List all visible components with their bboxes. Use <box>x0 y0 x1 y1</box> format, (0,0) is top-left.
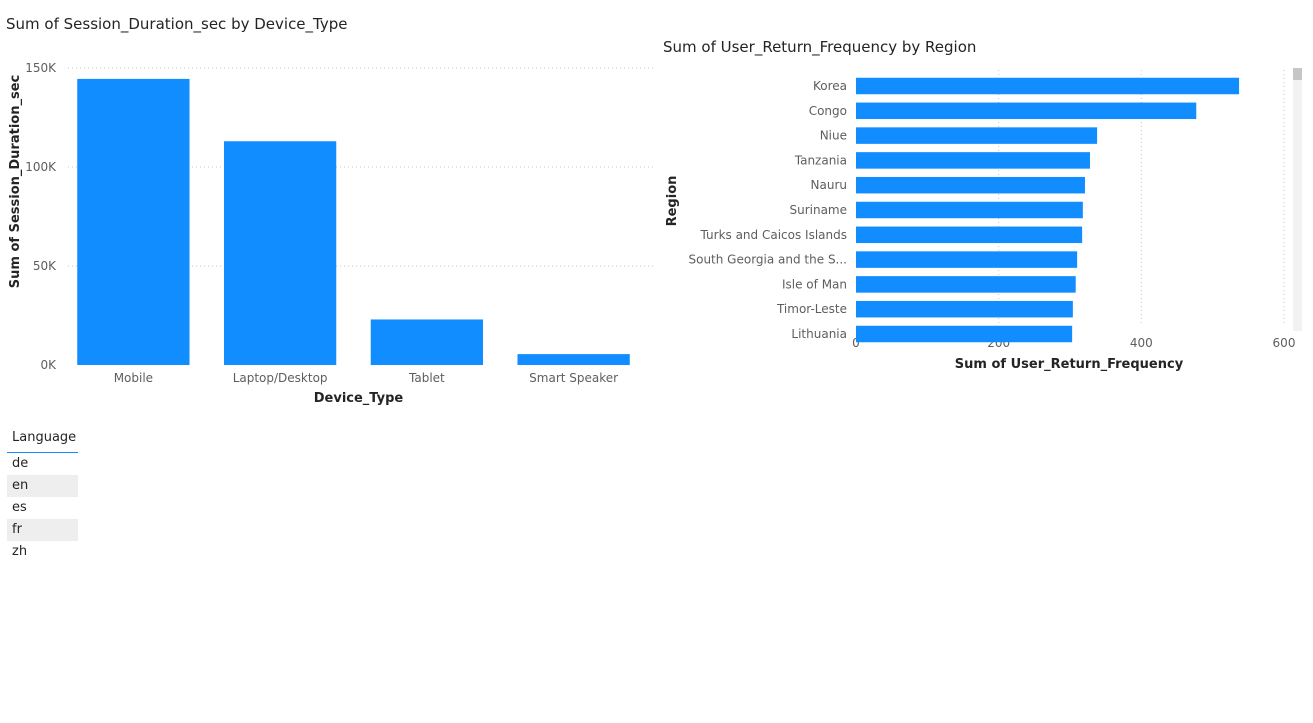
x-tick-label: Mobile <box>114 371 153 385</box>
bar-niue[interactable] <box>856 127 1098 144</box>
chart1-title: Sum of Session_Duration_sec by Device_Ty… <box>6 15 348 33</box>
slicer-item-de[interactable]: de <box>12 456 29 471</box>
x-tick-label: Tablet <box>408 371 445 385</box>
device-type-bar-chart[interactable]: 0K 50K 100K 150K Mobile Laptop/Desktop Tablet S… <box>0 0 660 420</box>
bar-nauru[interactable] <box>856 176 1085 194</box>
x-tick-label: 400 <box>1130 336 1153 350</box>
region-chart-scrollbar[interactable] <box>1293 68 1302 331</box>
scrollbar-thumb[interactable] <box>1293 68 1302 80</box>
x-tick-label: 0 <box>852 336 860 350</box>
slicer-item-es[interactable]: es <box>12 500 27 515</box>
x-axis-title: Device_Type <box>314 391 404 406</box>
bar-tanzania[interactable] <box>856 152 1090 169</box>
bar-laptop-desktop[interactable] <box>223 141 337 365</box>
bar-tablet[interactable] <box>370 319 484 365</box>
y-axis-title: Sum of Session_Duration_sec <box>8 75 23 288</box>
y-tick-label: 0K <box>40 358 57 372</box>
slicer-item-fr[interactable]: fr <box>7 519 78 541</box>
bar-isle-of-man[interactable] <box>856 276 1076 293</box>
y-tick-label: 150K <box>25 61 57 75</box>
y-tick-label: Congo <box>809 104 847 118</box>
bar-korea[interactable] <box>856 77 1240 95</box>
y-tick-label: Suriname <box>789 203 847 217</box>
y-axis-title: Region <box>665 176 680 227</box>
bar-suriname[interactable] <box>856 201 1083 219</box>
bar-mobile[interactable] <box>77 78 190 365</box>
y-tick-label: Isle of Man <box>782 277 847 291</box>
y-tick-label: Tanzania <box>794 153 847 167</box>
language-slicer: Language de en es fr zh <box>7 428 78 563</box>
y-tick-label: Lithuania <box>791 327 847 341</box>
slicer-header: Language <box>7 428 78 453</box>
x-tick-label: Smart Speaker <box>529 371 618 385</box>
slicer-item-en[interactable]: en <box>7 475 78 497</box>
chart2-title: Sum of User_Return_Frequency by Region <box>663 38 977 56</box>
x-tick-label: 600 <box>1273 336 1296 350</box>
x-axis-title: Sum of User_Return_Frequency <box>955 357 1184 372</box>
bar-lithuania[interactable] <box>856 325 1073 343</box>
region-bar-chart[interactable]: 0 200 400 600KoreaCongoNiueTanzaniaNauruSur… <box>660 0 1310 400</box>
y-tick-label: Timor-Leste <box>776 302 847 316</box>
y-tick-label: Korea <box>813 79 847 93</box>
bar-south-georgia-and-the-s-[interactable] <box>856 251 1078 268</box>
y-tick-label: Niue <box>820 129 847 143</box>
y-tick-label: South Georgia and the S... <box>688 253 847 267</box>
y-tick-label: Nauru <box>811 178 847 192</box>
y-tick-label: Turks and Caicos Islands <box>700 228 847 242</box>
x-tick-label: Laptop/Desktop <box>233 371 328 385</box>
slicer-item-zh[interactable]: zh <box>12 544 28 559</box>
bar-smart-speaker[interactable] <box>517 354 630 365</box>
y-tick-label: 100K <box>25 160 57 174</box>
y-tick-label: 50K <box>33 259 57 273</box>
bar-congo[interactable] <box>856 102 1197 120</box>
bar-timor-leste[interactable] <box>856 300 1073 318</box>
bar-turks-and-caicos-islands[interactable] <box>856 226 1083 244</box>
